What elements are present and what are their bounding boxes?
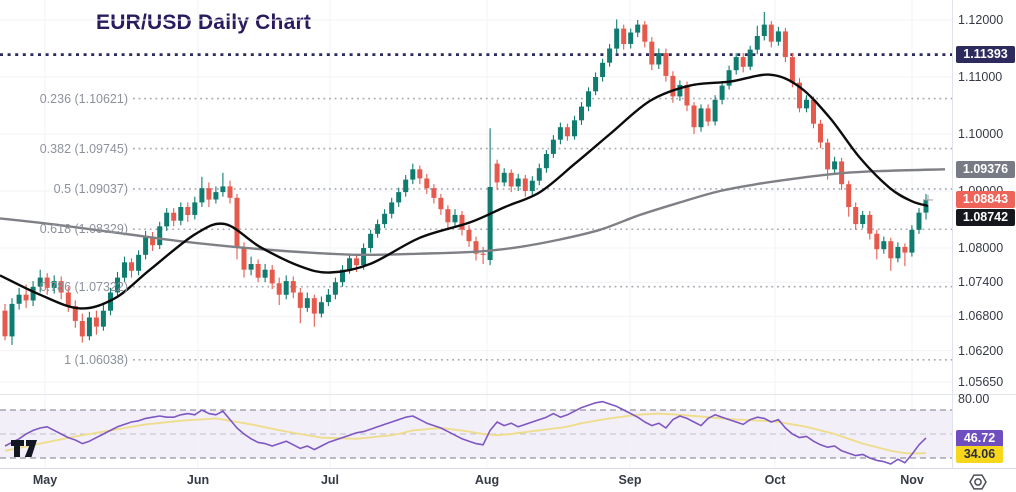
price-tick-label: 1.07400	[958, 275, 1004, 290]
key-level-price-badge: 1.11393	[956, 46, 1015, 64]
time-axis-border	[0, 468, 1016, 469]
price-tick-label: 1.08000	[958, 241, 1004, 255]
price-tick-label: 1.06200	[958, 343, 1004, 358]
time-axis-month-label: Aug	[474, 473, 500, 487]
candlesticks	[2, 12, 929, 345]
time-axis-month-label: Sep	[618, 473, 642, 487]
price-tick-label: 1.11000	[958, 70, 1003, 84]
panel-divider	[0, 394, 1016, 395]
rsi-line	[4, 400, 927, 465]
fib-level-label: 0.5 (1.09037)	[53, 181, 128, 196]
fib-level-label: 0.786 (1.07322)	[39, 279, 128, 294]
fib-retracement-lines	[133, 97, 952, 361]
main-gridlines	[0, 0, 952, 394]
price-tick-label: 1.10000	[958, 127, 1004, 141]
main-price-panel[interactable]	[0, 0, 952, 394]
price-axis-border	[952, 0, 953, 468]
rsi-value-badge: 46.72	[956, 429, 1003, 447]
time-axis-month-label: Oct	[764, 473, 786, 487]
rsi-ma-value-badge: 34.06	[956, 446, 1003, 464]
rsi-axis-label: 80.00	[958, 392, 990, 406]
fib-level-label: 1 (1.06038)	[64, 352, 128, 367]
fib-level-label: 0.382 (1.09745)	[39, 141, 128, 156]
price-tick-label: 1.06800	[958, 309, 1004, 324]
fib-level-label: 0.618 (1.08329)	[39, 222, 128, 237]
last-price-badge: 1.08843	[956, 191, 1015, 209]
settings-gear-icon[interactable]	[969, 473, 987, 491]
time-axis-month-label: May	[32, 473, 58, 487]
slow-moving-average-line	[0, 168, 946, 257]
slow-ma-price-badge: 1.09376	[956, 161, 1015, 179]
price-tick-label: 1.12000	[958, 13, 1004, 27]
rsi-panel[interactable]	[0, 394, 952, 468]
price-tick-label: 1.05650	[958, 374, 1004, 389]
fast-moving-average-line	[0, 73, 929, 310]
fast-ma-price-badge: 1.08742	[956, 208, 1015, 226]
time-axis-month-label: Jun	[186, 473, 210, 487]
tradingview-logo[interactable]	[10, 437, 40, 459]
time-axis-month-label: Jul	[320, 473, 340, 487]
fib-level-label: 0.236 (1.10621)	[39, 91, 128, 106]
time-axis-month-label: Nov	[900, 473, 924, 487]
chart-title: EUR/USD Daily Chart	[96, 11, 312, 34]
